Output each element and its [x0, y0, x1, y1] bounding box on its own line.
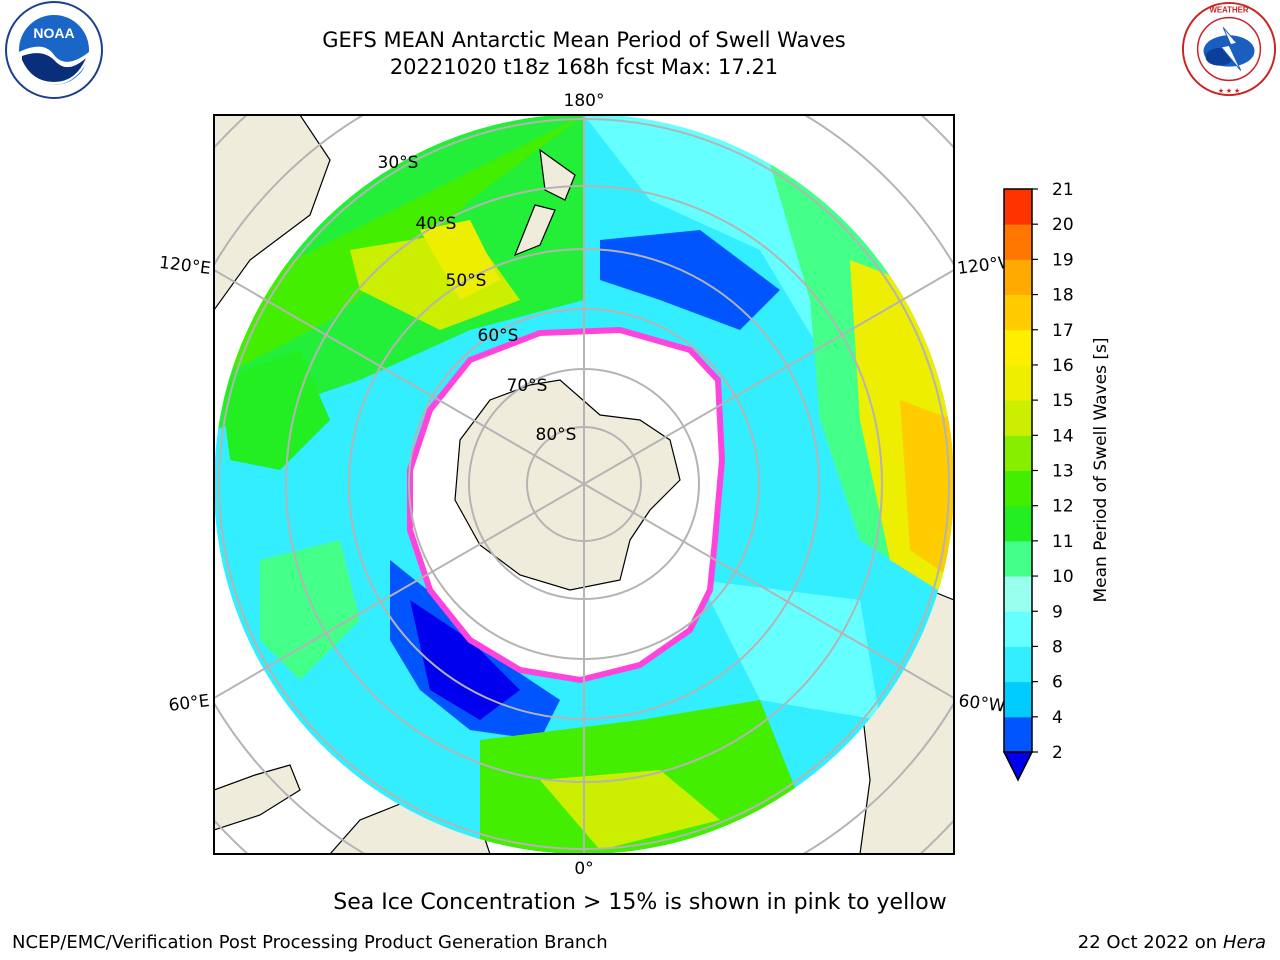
antarctica-region: [407, 326, 726, 684]
colorbar-tick-label: 2: [1052, 743, 1063, 763]
nws-logo: WEATHER ★ ★ ★: [1181, 1, 1277, 97]
colorbar-tick-label: 19: [1052, 250, 1074, 270]
footer-date: 22 Oct 2022 on Hera: [1078, 932, 1266, 953]
svg-text:★ ★ ★: ★ ★ ★: [1218, 87, 1240, 95]
colorbar-label: Mean Period of Swell Waves [s]: [1091, 338, 1111, 603]
lon-label-180: 180°: [564, 91, 605, 111]
colorbar-tick-label: 18: [1052, 286, 1074, 306]
graticule: [218, 114, 950, 854]
colorbar-tick-label: 8: [1052, 637, 1063, 657]
land-madagascar: [214, 764, 301, 831]
svg-text:WEATHER: WEATHER: [1210, 6, 1249, 15]
colorbar-tick-label: 10: [1052, 567, 1074, 587]
colorbar-segment: [1004, 646, 1032, 683]
colorbar-segment: [1004, 259, 1032, 296]
footer-machine: Hera: [1222, 932, 1266, 953]
colorbar-tick-label: 14: [1052, 426, 1074, 446]
colorbar-segment: [1004, 540, 1032, 577]
colorbar: 2 4 6 8 9 10 11 12 13 14 15 16 17 18 19 20 21: [1002, 180, 1074, 782]
colorbar-segment: [1004, 681, 1032, 718]
lat-label-50s: 50°S: [446, 271, 487, 291]
colorbar-segment: [1004, 505, 1032, 542]
noaa-logo: NOAA: [5, 1, 103, 99]
colorbar-tick-label: 21: [1052, 180, 1074, 200]
land-new-zealand: [513, 148, 576, 257]
chart-title: GEFS MEAN Antarctic Mean Period of Swell…: [322, 28, 846, 52]
colorbar-segment: [1004, 435, 1032, 471]
colorbar-segment: [1004, 576, 1032, 612]
map-frame: [213, 114, 955, 855]
lat-label-80s: 80°S: [536, 425, 577, 445]
chart-subtitle: 20221020 t18z 168h fcst Max: 17.21: [389, 55, 779, 79]
colorbar-segment: [1004, 329, 1032, 366]
colorbar-segment: [1004, 294, 1032, 331]
lon-label-60e: 60°E: [168, 691, 211, 716]
colorbar-segment: [1004, 400, 1032, 436]
lon-label-60w: 60°W: [957, 691, 1006, 717]
colorbar-tick-label: 13: [1052, 462, 1074, 482]
lat-label-30s: 30°S: [378, 153, 419, 173]
sea-ice-note: Sea Ice Concentration > 15% is shown in …: [333, 890, 947, 915]
svg-text:NOAA: NOAA: [33, 25, 74, 41]
colorbar-tick-label: 17: [1052, 321, 1074, 341]
colorbar-tick-label: 20: [1052, 215, 1074, 235]
colorbar-segment: [1004, 189, 1032, 225]
lon-label-120e: 120°E: [158, 253, 212, 279]
land-australia: [214, 115, 331, 312]
colorbar-segment: [1004, 716, 1032, 753]
lat-label-60s: 60°S: [478, 326, 519, 346]
lat-label-70s: 70°S: [507, 376, 548, 396]
colorbar-under-triangle: [1002, 751, 1034, 782]
colorbar-segment: [1004, 470, 1032, 507]
footer-credit: NCEP/EMC/Verification Post Processing Pr…: [12, 932, 608, 953]
colorbar-tick-label: 9: [1052, 602, 1063, 622]
colorbar-segment: [1004, 224, 1032, 260]
colorbar-tick-label: 4: [1052, 708, 1063, 728]
colorbar-tick-label: 6: [1052, 673, 1063, 693]
colorbar-tick-label: 12: [1052, 497, 1074, 517]
colorbar-segment: [1004, 364, 1032, 401]
footer-date-text: 22 Oct 2022 on: [1077, 932, 1218, 953]
colorbar-tick-label: 15: [1052, 391, 1074, 411]
lat-label-40s: 40°S: [416, 214, 457, 234]
colorbar-segment: [1004, 611, 1032, 647]
colorbar-tick-label: 11: [1052, 532, 1074, 552]
colorbar-tick-label: 16: [1052, 356, 1074, 376]
lon-label-0: 0°: [574, 859, 593, 879]
